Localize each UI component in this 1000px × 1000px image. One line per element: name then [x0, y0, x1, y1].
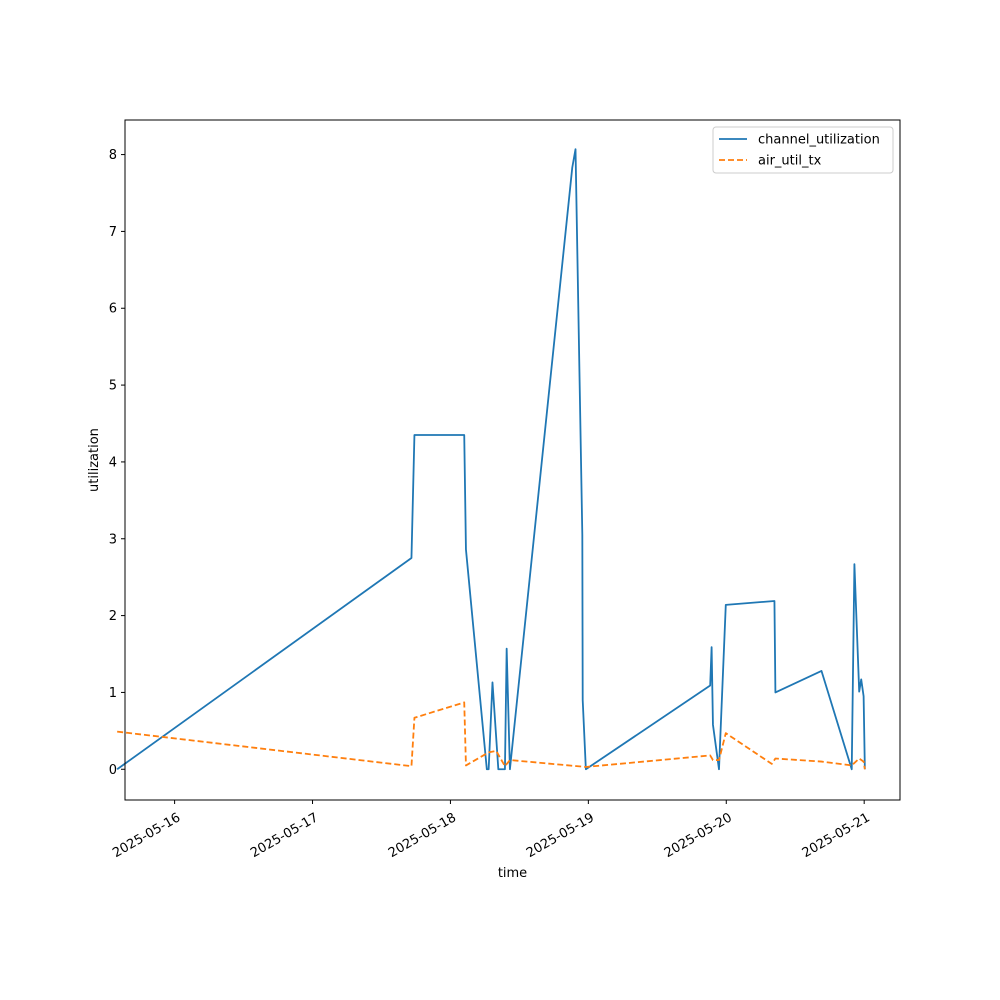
y-tick-label: 2 — [109, 609, 117, 624]
series-line-air-util-tx — [117, 701, 866, 770]
y-tick-label: 6 — [109, 302, 117, 317]
legend-label: channel_utilization — [758, 133, 880, 148]
plot-area — [116, 119, 901, 801]
y-tick-label: 8 — [109, 148, 117, 163]
y-tick-label: 4 — [109, 455, 117, 470]
legend-box — [712, 126, 894, 174]
y-axis: 0 1 2 3 4 5 6 7 8 — [109, 148, 125, 778]
y-tick-label: 5 — [109, 379, 117, 394]
y-tick-label: 1 — [109, 686, 117, 701]
legend: channel_utilization air_util_tx — [712, 126, 894, 174]
y-tick-label: 7 — [109, 225, 117, 240]
plot-frame — [124, 119, 901, 801]
y-axis-label: utilization — [87, 428, 102, 492]
y-tick-label: 3 — [109, 532, 117, 547]
series-line-channel-utilization — [116, 148, 866, 771]
x-axis-label: time — [498, 866, 527, 881]
legend-label: air_util_tx — [758, 154, 822, 169]
y-tick-label: 0 — [109, 763, 117, 778]
